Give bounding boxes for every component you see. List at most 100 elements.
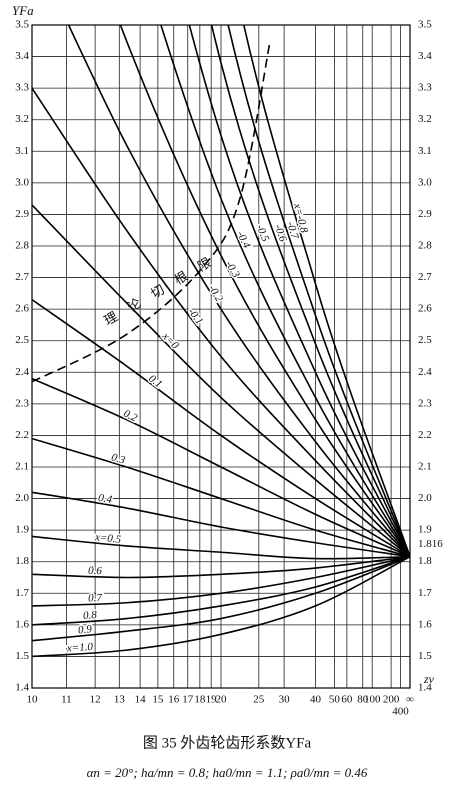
caption: 图 35 外齿轮齿形系数YFa — [143, 734, 312, 751]
y-tick-label: 2.5 — [15, 334, 29, 346]
y-tick-label-right: 1.8 — [418, 555, 432, 567]
x-tick-label: 10 — [27, 694, 39, 706]
x-tick-label: 15 — [152, 694, 164, 706]
x-tick-label: 17 — [182, 694, 194, 706]
x-tick-label: 400 — [392, 706, 409, 718]
curve-label: x=1.0 — [66, 641, 94, 655]
y-tick-label-right: 3.3 — [418, 82, 432, 94]
curve-label: 0.4 — [97, 492, 113, 506]
y-tick-label-right: 2.2 — [418, 429, 432, 441]
y-tick-label: 2.6 — [15, 303, 29, 315]
y-tick-label: 1.9 — [15, 524, 29, 536]
curve — [32, 87, 410, 558]
x-tick-label: ∞ — [406, 694, 414, 706]
curves — [32, 25, 410, 658]
y-tick-label: 2.9 — [15, 208, 29, 220]
curve — [32, 491, 410, 558]
x-tick-label: 80 — [357, 694, 369, 706]
x-tick-label: 50 — [329, 694, 341, 706]
x-tick-label: 200 — [383, 694, 400, 706]
x-tick-label: 11 — [61, 694, 72, 706]
y-tick-label: 2.0 — [15, 492, 29, 504]
x-tick-label: 13 — [114, 694, 126, 706]
y-tick-label: 2.4 — [15, 366, 29, 378]
y-tick-label: 3.5 — [15, 19, 29, 31]
x-tick-label: 60 — [341, 694, 353, 706]
y-tick-label-right: 1.4 — [418, 682, 432, 694]
y-tick-label: 1.6 — [15, 618, 29, 630]
y-tick-label-right: 2.3 — [418, 397, 432, 409]
curve — [210, 25, 410, 557]
curve — [32, 555, 410, 658]
curve — [32, 437, 410, 558]
x-tick-label: 18 — [194, 694, 206, 706]
y-tick-label-right: 2.9 — [418, 208, 432, 220]
x-tick-label: 25 — [253, 694, 265, 706]
curve — [32, 555, 410, 579]
y-tick-label: 3.2 — [15, 113, 29, 125]
y-tick-label-right: 1.9 — [418, 524, 432, 536]
x-tick-label: 12 — [90, 694, 101, 706]
y-tick-label: 1.4 — [15, 682, 29, 694]
curve-label: 0.6 — [88, 565, 103, 577]
y-tick-label-right: 3.2 — [418, 113, 432, 125]
x-axis-label: zv — [423, 672, 435, 686]
curve — [32, 535, 410, 560]
plot-frame — [31, 24, 411, 689]
y-tick-label-right: 3.4 — [418, 50, 432, 62]
x-tick-label: 19 — [206, 694, 218, 706]
curve-label: 0.8 — [83, 609, 98, 622]
y-tick-label: 2.2 — [15, 429, 29, 441]
x-tick-label: 20 — [216, 694, 228, 706]
y-tick-label: 2.7 — [15, 271, 29, 283]
curve — [32, 299, 410, 558]
y-tick-label: 1.7 — [15, 587, 29, 599]
y-tick-label: 3.1 — [15, 145, 29, 157]
y-tick-label-right: 1.7 — [418, 587, 432, 599]
x-tick-label: 14 — [135, 694, 147, 706]
limit-line — [32, 40, 271, 383]
y-tick-label-right: 2.1 — [418, 461, 432, 473]
y-tick-label-right: 2.0 — [418, 492, 432, 504]
curve — [188, 25, 410, 558]
y-tick-label-right: 2.4 — [418, 366, 432, 378]
curve — [32, 555, 410, 607]
curve-label: 0.3 — [110, 451, 127, 467]
y-tick-label-right: 3.0 — [418, 176, 432, 188]
y-axis-label: YFa — [12, 3, 34, 18]
y-tick-label: 1.8 — [15, 555, 29, 567]
curve — [32, 204, 410, 558]
subtitle: αn = 20°; ha/mn = 0.8; ha0/mn = 1.1; ρa0… — [87, 765, 368, 780]
y-tick-label-right: 2.8 — [418, 240, 432, 252]
curve — [119, 25, 410, 558]
convergence-label: 1.816 — [418, 538, 443, 550]
x-tick-label: 30 — [279, 694, 291, 706]
y-tick-label-right: 1.6 — [418, 618, 432, 630]
curve — [160, 25, 410, 558]
x-tick-label: 16 — [168, 694, 180, 706]
curve — [242, 25, 410, 557]
y-tick-label-right: 1.5 — [418, 650, 432, 662]
y-tick-label-right: 2.6 — [418, 303, 432, 315]
curve — [32, 377, 410, 558]
curve-label: 0.9 — [78, 623, 93, 636]
y-tick-label-right: 2.5 — [418, 334, 432, 346]
curve — [227, 25, 410, 557]
y-tick-label-right: 3.5 — [418, 19, 432, 31]
curve — [32, 555, 410, 642]
y-tick-label: 3.0 — [15, 176, 29, 188]
y-tick-label: 2.3 — [15, 397, 29, 409]
curve-label: x=0.5 — [93, 531, 122, 546]
y-tick-label-right: 3.1 — [418, 145, 432, 157]
curve — [67, 25, 410, 558]
y-tick-label: 3.3 — [15, 82, 29, 94]
y-tick-label: 2.8 — [15, 240, 29, 252]
y-tick-label: 2.1 — [15, 461, 29, 473]
x-tick-label: 100 — [364, 694, 381, 706]
y-tick-label: 1.5 — [15, 650, 29, 662]
x-tick-label: 40 — [310, 694, 322, 706]
y-tick-label: 3.4 — [15, 50, 29, 62]
y-tick-label-right: 2.7 — [418, 271, 432, 283]
